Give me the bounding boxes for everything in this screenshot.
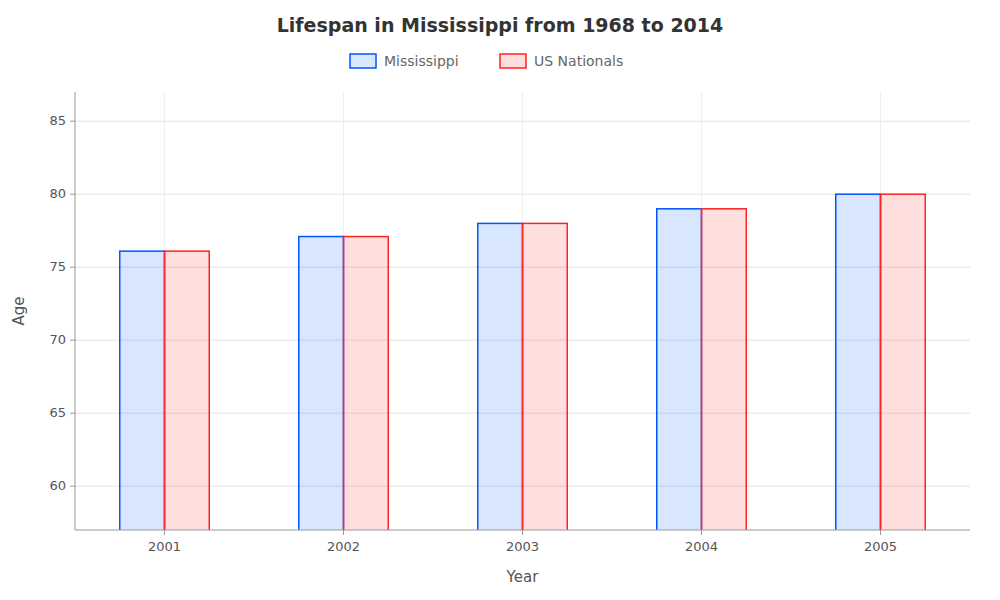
y-tick-label: 70 xyxy=(49,332,66,347)
legend-swatch xyxy=(500,54,526,68)
y-tick xyxy=(70,121,75,122)
x-tick-label: 2003 xyxy=(506,539,539,554)
y-tick-label: 65 xyxy=(49,405,66,420)
bar xyxy=(120,251,165,530)
legend-swatch xyxy=(350,54,376,68)
x-tick-label: 2005 xyxy=(864,539,897,554)
x-tick-label: 2004 xyxy=(685,539,718,554)
x-tick xyxy=(522,530,523,535)
x-tick xyxy=(343,530,344,535)
x-tick xyxy=(164,530,165,535)
title: Lifespan in Mississippi from 1968 to 201… xyxy=(277,14,724,36)
legend-label: US Nationals xyxy=(534,53,623,69)
y-tick xyxy=(70,194,75,195)
bar xyxy=(344,237,389,530)
y-tick-label: 60 xyxy=(49,478,66,493)
y-tick-label: 85 xyxy=(49,113,66,128)
y-axis-line xyxy=(75,92,76,530)
x-tick-label: 2002 xyxy=(327,539,360,554)
y-tick xyxy=(70,413,75,414)
bar xyxy=(702,209,747,530)
bar xyxy=(299,237,344,530)
bars xyxy=(120,194,926,530)
bar xyxy=(881,194,926,530)
bar xyxy=(836,194,881,530)
x-axis-label: Year xyxy=(506,568,540,586)
y-axis-label: Age xyxy=(10,296,28,325)
y-tick-label: 75 xyxy=(49,259,66,274)
bar xyxy=(478,223,523,530)
x-tick xyxy=(880,530,881,535)
y-tick xyxy=(70,340,75,341)
bar xyxy=(657,209,702,530)
axes: 60 65 70 75 80 85 2001 2002 2003 2004 2005 xyxy=(49,92,970,554)
chart-container: Lifespan in Mississippi from 1968 to 201… xyxy=(0,0,1000,600)
y-tick-label: 80 xyxy=(49,186,66,201)
bar xyxy=(523,223,568,530)
y-tick xyxy=(70,267,75,268)
legend-label: Mississippi xyxy=(384,53,459,69)
bar xyxy=(165,251,210,530)
legend: Mississippi US Nationals xyxy=(350,53,623,69)
y-tick xyxy=(70,486,75,487)
x-tick xyxy=(701,530,702,535)
x-tick-label: 2001 xyxy=(148,539,181,554)
chart: Lifespan in Mississippi from 1968 to 201… xyxy=(0,0,1000,600)
